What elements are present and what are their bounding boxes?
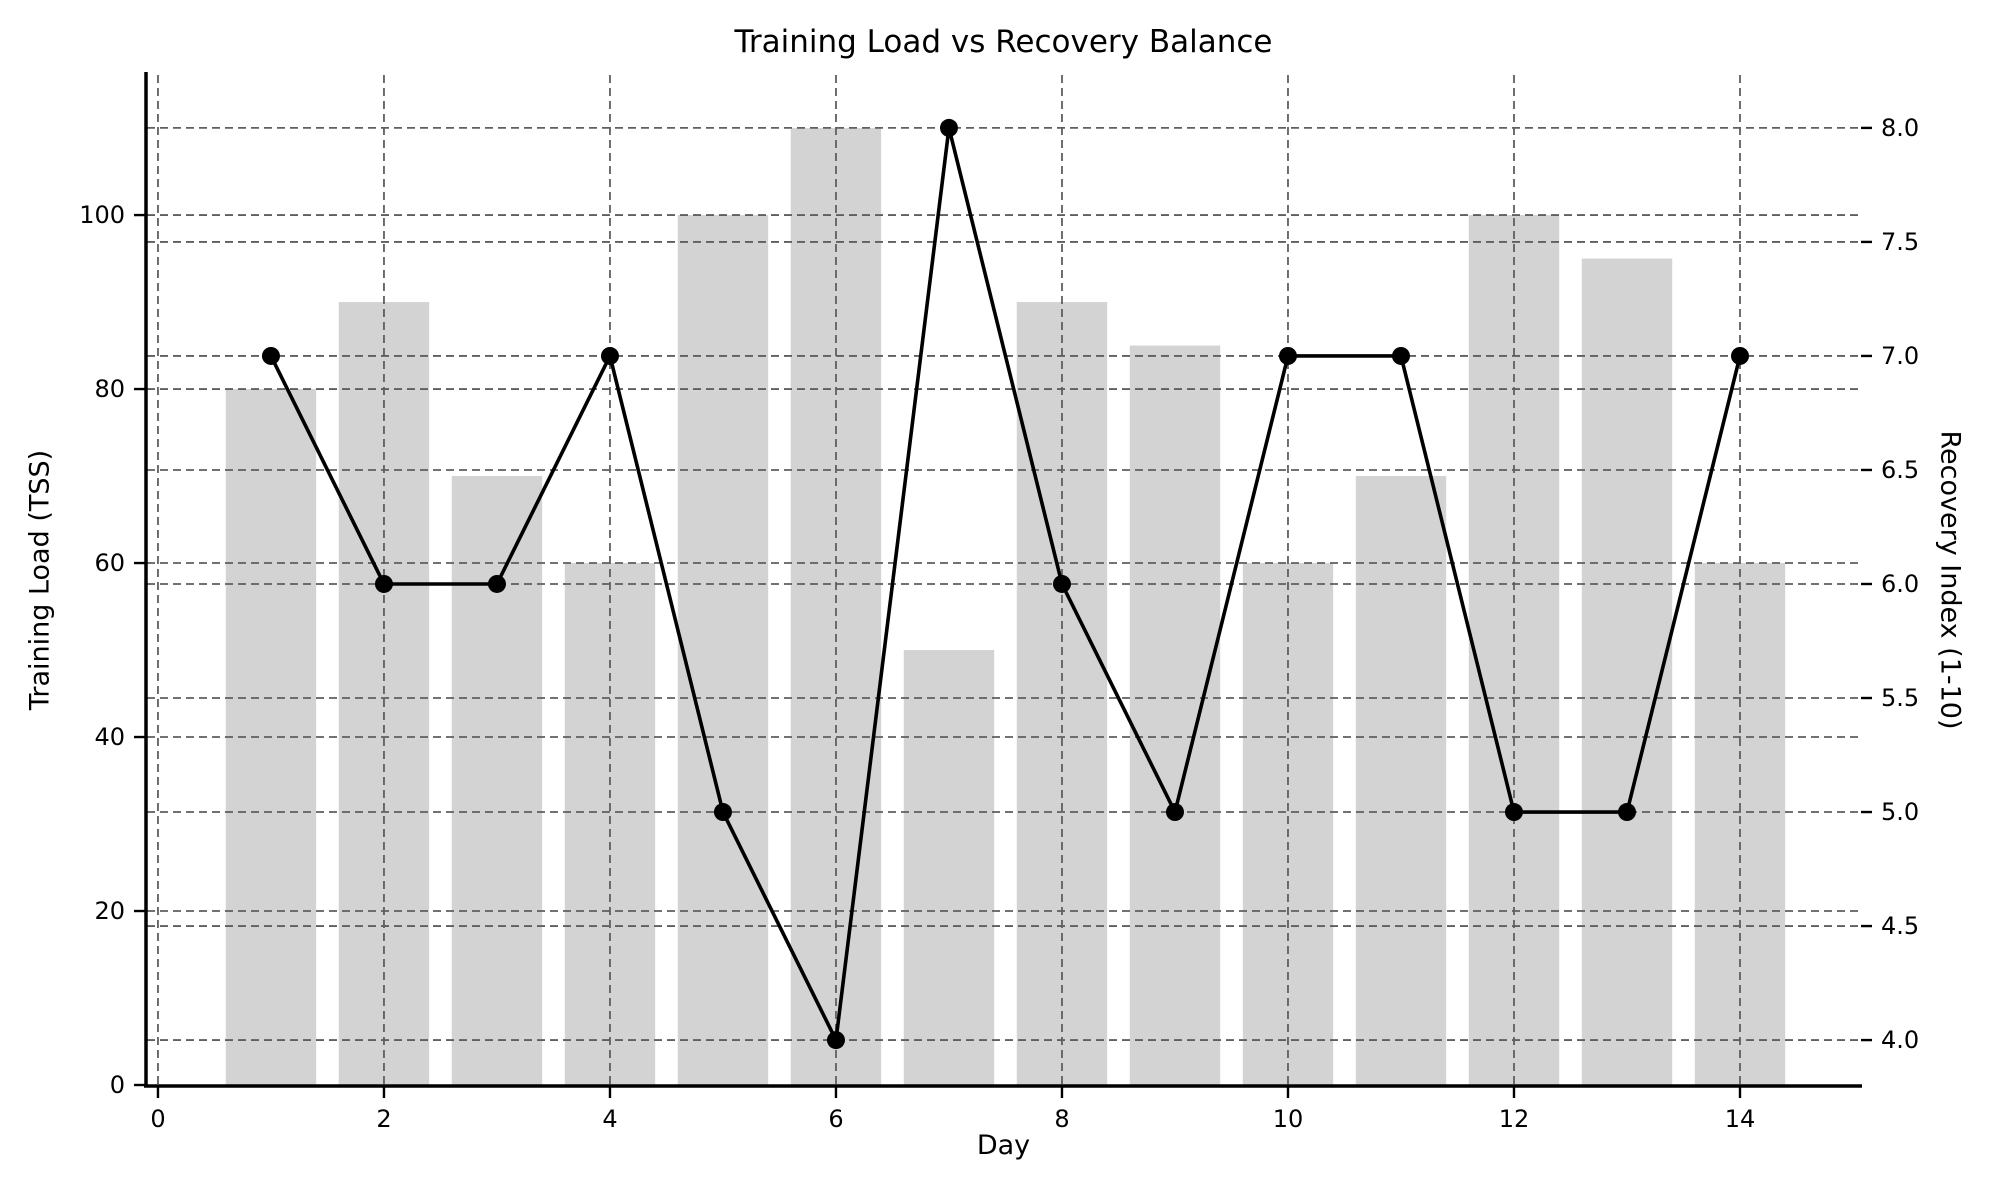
x-tick-label-14: 14 — [1725, 1105, 1756, 1133]
yright-tick-label-6.5: 6.5 — [1881, 456, 1919, 484]
chart-title: Training Load vs Recovery Balance — [734, 24, 1273, 60]
line-point-day-5 — [713, 803, 732, 822]
line-point-day-9 — [1165, 803, 1184, 822]
line-point-day-6 — [826, 1031, 845, 1050]
yright-tick-label-4.5: 4.5 — [1881, 912, 1919, 940]
bar-day-11 — [1355, 476, 1447, 1085]
line-point-day-11 — [1391, 346, 1410, 365]
yleft-tick-label-0: 0 — [110, 1071, 125, 1099]
x-tick-label-4: 4 — [602, 1105, 617, 1133]
yleft-tick-label-20: 20 — [94, 897, 125, 925]
yright-tick-label-5.5: 5.5 — [1881, 684, 1919, 712]
x-tick-label-10: 10 — [1273, 1105, 1304, 1133]
yright-tick-label-7: 7.0 — [1881, 342, 1919, 370]
line-point-day-10 — [1278, 346, 1297, 365]
line-point-day-2 — [374, 574, 393, 593]
bar-day-9 — [1129, 345, 1221, 1085]
x-tick-label-12: 12 — [1499, 1105, 1530, 1133]
y-axis-label-left: Training Load (TSS) — [24, 449, 56, 711]
yright-tick-label-6: 6.0 — [1881, 570, 1919, 598]
yright-tick-label-5: 5.0 — [1881, 798, 1919, 826]
bar-day-5 — [677, 215, 769, 1085]
yleft-tick-label-60: 60 — [94, 549, 125, 577]
line-point-day-1 — [261, 346, 280, 365]
line-point-day-8 — [1052, 574, 1071, 593]
recovery-line — [269, 126, 1742, 1042]
yright-tick-label-8: 8.0 — [1881, 114, 1919, 142]
line-point-day-14 — [1730, 346, 1749, 365]
line-point-day-3 — [487, 574, 506, 593]
line-point-day-12 — [1504, 803, 1523, 822]
x-tick-label-0: 0 — [150, 1105, 165, 1133]
x-axis-label: Day — [976, 1130, 1031, 1161]
x-tick-label-6: 6 — [828, 1105, 843, 1133]
line-point-day-13 — [1617, 803, 1636, 822]
line-point-day-7 — [939, 118, 958, 137]
x-tick-label-8: 8 — [1054, 1105, 1069, 1133]
line-point-day-4 — [600, 346, 619, 365]
bar-day-3 — [451, 476, 543, 1085]
yright-tick-label-7.5: 7.5 — [1881, 228, 1919, 256]
x-tick-label-2: 2 — [376, 1105, 391, 1133]
yleft-tick-label-80: 80 — [94, 375, 125, 403]
bar-day-13 — [1581, 258, 1673, 1086]
yright-tick-label-4: 4.0 — [1881, 1026, 1919, 1054]
yleft-tick-label-40: 40 — [94, 723, 125, 751]
y-axis-label-right: Recovery Index (1-10) — [1934, 430, 1966, 730]
bar-day-7 — [903, 650, 995, 1085]
yleft-tick-label-100: 100 — [79, 201, 125, 229]
